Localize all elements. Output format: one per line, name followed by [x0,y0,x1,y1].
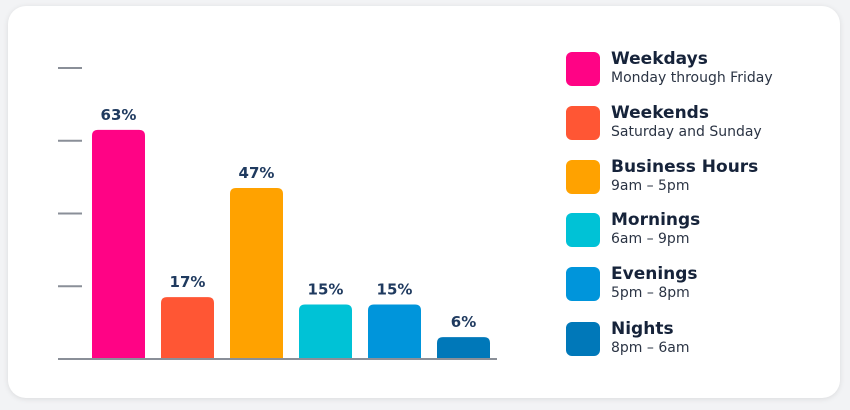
bar-value-label: 15% [377,280,413,298]
legend-swatch [566,213,600,247]
legend-name: Business Hours [611,157,759,177]
bar-value-label: 63% [101,106,137,124]
legend-swatch [566,106,600,140]
legend-item-weekends: Weekends Saturday and Sunday [566,103,836,144]
legend-desc: 5pm – 8pm [611,285,690,301]
bar-evenings [368,304,421,359]
bar-value-label: 6% [451,313,476,331]
bar-nights [437,337,490,359]
legend-desc: 9am – 5pm [611,178,690,194]
bar-labels-group: 63% 17% 47% 15% 15% 6% [101,106,477,331]
legend-item-business-hours: Business Hours 9am – 5pm [566,157,836,198]
bar-value-label: 17% [170,273,206,291]
legend-swatch [566,160,600,194]
bar-mornings [299,304,352,359]
legend-item-mornings: Mornings 6am – 9pm [566,210,836,251]
legend-desc: 6am – 9pm [611,231,690,247]
bars-group [92,129,490,359]
legend-name: Mornings [611,210,701,230]
y-axis-ticks [58,67,82,288]
bar-weekends [161,297,214,359]
bar-business-hours [230,188,283,359]
bar-value-label: 47% [239,164,275,182]
legend-swatch [566,267,600,301]
legend-swatch [566,52,600,86]
bar-value-label: 15% [308,280,344,298]
chart-card [8,6,840,398]
legend-name: Evenings [611,264,698,284]
legend-swatch [566,322,600,356]
bar-weekdays [92,129,145,359]
legend-desc: Saturday and Sunday [611,124,762,140]
legend-desc: 8pm – 6am [611,340,690,356]
legend-item-evenings: Evenings 5pm – 8pm [566,264,836,305]
legend-name: Weekdays [611,49,708,69]
legend-name: Nights [611,319,674,339]
legend-name: Weekends [611,103,709,123]
legend-desc: Monday through Friday [611,70,773,86]
legend-item-nights: Nights 8pm – 6am [566,319,836,360]
legend-item-weekdays: Weekdays Monday through Friday [566,49,836,90]
